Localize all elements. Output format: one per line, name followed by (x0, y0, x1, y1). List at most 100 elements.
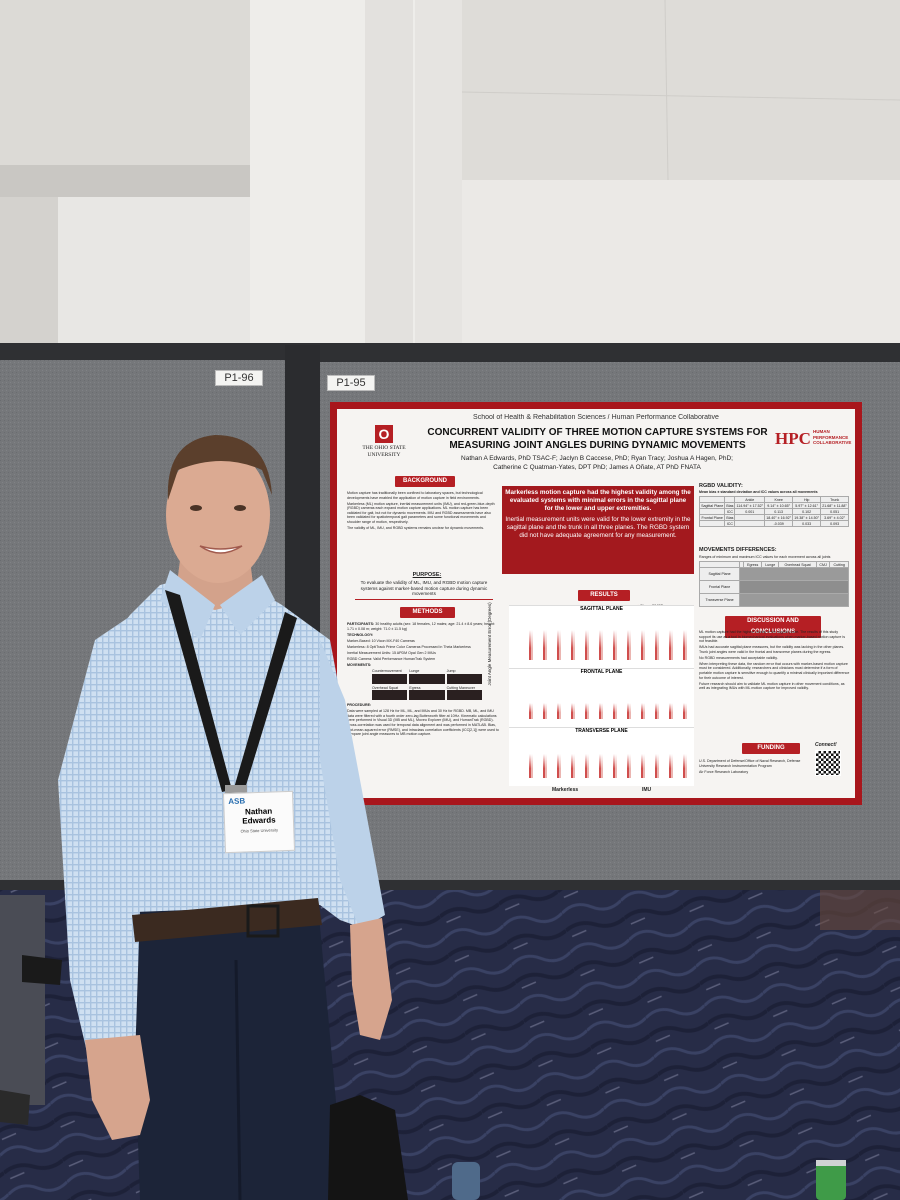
cell (699, 520, 726, 527)
wall-panel (58, 195, 253, 345)
movement-label: Countermovement (372, 669, 402, 674)
movement-image (446, 673, 482, 684)
chart-panel: TRANSVERSE PLANE (509, 727, 694, 786)
wall-seam (461, 91, 900, 101)
movement: Cutting Maneuver (446, 685, 482, 701)
collar (160, 570, 215, 640)
table-row: Transverse Plane (699, 593, 849, 607)
poster-title: CONCURRENT VALIDITY OF THREE MOTION CAPT… (427, 427, 768, 451)
wall-panel (0, 195, 60, 345)
movement-image (409, 673, 445, 684)
cell (739, 567, 849, 581)
chart-panel: SAGITTAL PLANE (509, 605, 694, 668)
movement-image (409, 690, 445, 701)
section-heading: RESULTS (578, 590, 630, 601)
movement-grid: Countermovement Lunge Jump Overhead Squa… (372, 669, 482, 701)
hpc-logo-text: HUMAN PERFORMANCE COLLABORATIVE (813, 429, 852, 445)
badge-name: Nathan Edwards (242, 806, 276, 826)
hair (167, 435, 272, 500)
movement-label: Cutting Maneuver (446, 685, 476, 690)
hand (350, 918, 392, 1040)
table-caption: Ranges of minimum and maximum ICC values… (699, 555, 831, 559)
poster-department: School of Health & Rehabilitation Scienc… (473, 414, 719, 421)
smile (199, 545, 243, 554)
bullet: Motion capture has traditionally been co… (347, 491, 483, 500)
wall-panel (462, 180, 900, 345)
tech: RGBD Camera: Valid Performance HumanTrak… (347, 656, 436, 661)
connect-label: Connect! (815, 742, 837, 748)
movement-table: Egress Lunge Overhead Squat CMJ Cutting Sagi… (699, 561, 849, 607)
bullet: No RGBD measurements had acceptable vali… (699, 655, 778, 660)
movement-image (446, 690, 482, 701)
methods-text: PARTICIPANTS: 30 healthy adults (sex: 18… (347, 622, 499, 797)
face (166, 447, 270, 583)
section-heading: FUNDING (742, 743, 800, 754)
tech: Inertial Measurement Units: 15 APDM Opal… (347, 650, 436, 655)
poster-authors: Nathan A Edwards, PhD TSAC-F; Jaclyn B C… (417, 454, 777, 472)
section-heading: MOVEMENTS DIFFERENCES: (699, 547, 777, 553)
table-caption: Mean bias ± standard deviation and ICC v… (699, 490, 818, 494)
cell: ICC (724, 520, 736, 527)
panel-title: TRANSVERSE PLANE (575, 728, 628, 734)
rgbd-table: Ankle Knee Hip Trunk Sagittal Plane Bias 114.… (699, 496, 849, 527)
section-heading: RGBD VALIDITY: (699, 483, 743, 489)
author-line: Nathan A Edwards, PhD TSAC-F; Jaclyn B C… (461, 455, 733, 462)
bar-decor (523, 630, 690, 660)
movement: Countermovement (372, 669, 408, 684)
pants-seam (234, 959, 242, 1200)
movement: Overhead Squat (372, 685, 408, 701)
key-findings: Markerless motion capture had the highes… (502, 486, 694, 574)
movement-label: Overhead Squat (372, 685, 399, 690)
movement: Jump (446, 669, 482, 684)
value: 30 healthy adults (sex: 18 females, 12 m… (347, 622, 495, 631)
name-badge: ASB Nathan Edwards Ohio State University (222, 790, 296, 854)
hpc-logo: HPC (775, 429, 811, 448)
shirt (95, 575, 380, 930)
bystander-leg (0, 895, 45, 1105)
movement: Lunge (409, 669, 445, 684)
bystander-shoe (0, 1090, 30, 1125)
poster-body: School of Health & Rehabilitation Scienc… (337, 409, 855, 798)
board-label: P1-95 (327, 375, 375, 391)
cell: 0.093 (820, 520, 849, 527)
belt (132, 898, 322, 942)
board-label: P1-96 (215, 370, 263, 386)
finding: Inertial measurement units were valid fo… (505, 516, 691, 539)
table-row: Sagittal Plane (699, 567, 849, 581)
background-text: Motion capture has traditionally been co… (347, 491, 497, 569)
cell: Transverse Plane (699, 593, 741, 607)
board-frame (0, 343, 900, 363)
discussion-text: ML motion capture had the highest validi… (699, 630, 851, 740)
lanyard (165, 590, 232, 792)
lanyard (234, 612, 297, 792)
cell: Frontal Plane (699, 580, 741, 594)
hand (85, 1035, 150, 1140)
badge-logo: ASB (228, 796, 246, 807)
badge-affiliation: Ohio State University (240, 827, 279, 834)
table-row: ICC -0.039 0.033 0.093 (699, 520, 849, 527)
bullet: When interpreting these data, the random… (699, 661, 850, 680)
funding-line: U.S. Department of Defense/Office of Nav… (699, 759, 801, 768)
cell (739, 593, 849, 607)
shirt-sleeve (320, 640, 385, 930)
group-label: Markerless (552, 787, 579, 793)
movement: Egress (409, 686, 445, 701)
purpose-text: To evaluate the validity of ML, IMU, and… (355, 580, 493, 600)
movement-image (372, 690, 408, 701)
tech: Markerless: 8 OptiTrack Prime Color Came… (347, 644, 471, 649)
panel-title: SAGITTAL PLANE (580, 606, 623, 612)
group-label: IMU (642, 787, 652, 793)
wall-seam (664, 0, 669, 181)
shirt-sleeve (58, 615, 145, 1065)
bar-decor (523, 754, 690, 778)
poster: School of Health & Rehabilitation Scienc… (330, 402, 862, 805)
finding: Markerless motion capture had the highes… (505, 489, 691, 512)
movement-label: Lunge (409, 669, 420, 674)
university-name: THE OHIO STATE UNIVERSITY (362, 445, 406, 458)
section-heading: BACKGROUND (395, 476, 455, 487)
section-heading: PURPOSE: (412, 572, 442, 578)
wall-panel (462, 0, 900, 180)
bystander-shoe (22, 955, 62, 985)
